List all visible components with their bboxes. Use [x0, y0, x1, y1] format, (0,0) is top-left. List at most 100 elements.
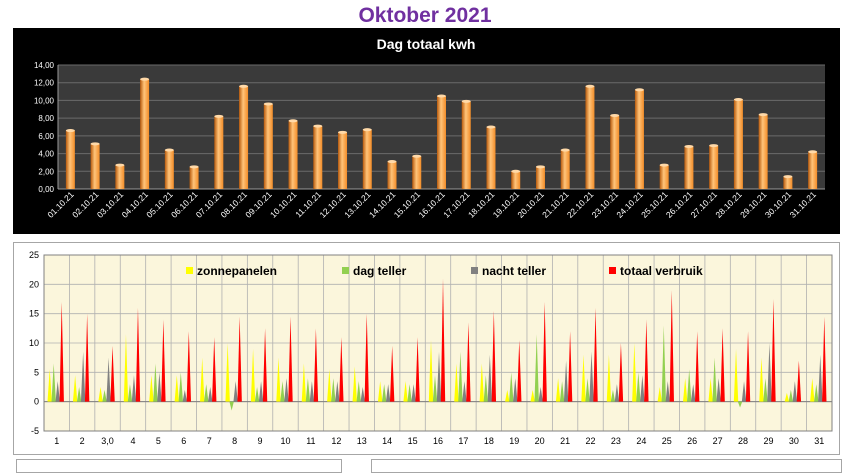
spike-dag-teller — [686, 369, 692, 402]
bar — [140, 79, 150, 189]
x-tick-label: 20 — [535, 436, 545, 446]
spike-zonnepanelen — [403, 381, 408, 402]
bar — [115, 165, 125, 189]
x-tick-label: 15 — [408, 436, 418, 446]
y-tick-label: 8,00 — [38, 114, 54, 123]
spike-totaal-verbruik — [262, 328, 268, 402]
bar — [362, 129, 372, 189]
bar-cap — [560, 148, 570, 152]
spike-zonnepanelen — [428, 340, 434, 402]
spike-zonnepanelen — [276, 357, 281, 402]
spike-totaal-verbruik — [440, 278, 446, 402]
x-tick-label: 28 — [738, 436, 748, 446]
bar — [239, 86, 249, 189]
spike-zonnepanelen — [606, 354, 612, 402]
x-tick-label: 10.10.21 — [268, 189, 299, 220]
spike-totaal-verbruik — [237, 316, 242, 402]
x-tick-label: 7 — [207, 436, 212, 446]
bar-cap — [288, 119, 298, 123]
legend-label: dag teller — [353, 264, 407, 278]
spike-totaal-verbruik — [212, 337, 217, 402]
bar — [610, 115, 620, 189]
spike-zonnepanelen — [301, 363, 307, 402]
spike-totaal-verbruik — [771, 299, 776, 402]
spike-nacht-teller — [690, 384, 696, 402]
spike-totaal-verbruik — [542, 301, 547, 402]
bar-cap — [808, 150, 818, 154]
spike-totaal-verbruik — [186, 331, 192, 402]
bar — [783, 176, 793, 189]
spike-dag-teller — [407, 384, 412, 402]
spike-totaal-verbruik — [491, 310, 497, 402]
bar-cap — [338, 130, 348, 134]
spike-zonnepanelen — [225, 343, 230, 402]
x-tick-label: 25 — [662, 436, 672, 446]
spike-zonnepanelen — [149, 375, 154, 402]
legend-swatch — [186, 267, 193, 274]
bar-cap — [634, 88, 644, 92]
spike-dag-teller — [178, 372, 184, 402]
spike-nacht-teller — [411, 384, 416, 402]
spike-nacht-teller — [284, 378, 289, 402]
bar — [263, 103, 273, 189]
spike-dag-teller — [76, 387, 82, 402]
spike-dag-teller — [381, 384, 387, 402]
y-tick-label: 6,00 — [38, 132, 54, 141]
spike-dag-teller — [127, 384, 133, 402]
spike-nacht-teller — [538, 387, 543, 402]
spike-totaal-verbruik — [466, 322, 471, 402]
spike-zonnepanelen — [72, 375, 78, 402]
x-tick-label: 4 — [130, 436, 135, 446]
spike-dag-teller — [737, 401, 743, 408]
spike-zonnepanelen — [555, 378, 561, 402]
spike-nacht-teller — [131, 375, 137, 402]
spike-nacht-teller — [589, 351, 594, 402]
spike-totaal-verbruik — [135, 307, 141, 402]
spike-dag-teller — [432, 375, 438, 402]
y-tick-label: 20 — [29, 279, 39, 289]
spike-zonnepanelen — [479, 363, 485, 402]
x-tick-label: 31.10.21 — [788, 189, 819, 220]
x-tick-label: 21 — [560, 436, 570, 446]
spike-dag-teller — [356, 381, 361, 402]
spike-zonnepanelen — [708, 378, 713, 402]
x-tick-label: 5 — [156, 436, 161, 446]
spike-nacht-teller — [157, 372, 162, 402]
spike-dag-teller — [610, 389, 616, 402]
spike-nacht-teller — [513, 378, 518, 402]
bar — [486, 127, 496, 189]
bar — [733, 99, 743, 189]
spike-totaal-verbruik — [745, 331, 751, 402]
legend-label: totaal verbruik — [620, 264, 703, 278]
bar — [288, 120, 298, 189]
spike-nacht-teller — [487, 354, 493, 402]
spike-totaal-verbruik — [84, 313, 90, 402]
bar — [387, 161, 397, 189]
spike-zonnepanelen — [200, 357, 205, 402]
legend-swatch — [342, 267, 349, 274]
daily-total-chart: Dag totaal kwh 0,00 2,00 4,00 6,00 8,00 10,00 1… — [13, 28, 840, 234]
bar — [684, 146, 694, 189]
bar — [560, 150, 570, 189]
x-tick-label: 29 — [763, 436, 773, 446]
spike-dag-teller — [153, 363, 158, 402]
next-chart-frame-left — [16, 459, 342, 473]
bar — [437, 96, 446, 189]
spike-totaal-verbruik — [720, 328, 725, 402]
spike-zonnepanelen — [632, 343, 637, 402]
bar-cap — [263, 102, 273, 106]
x-tick-label: 18 — [484, 436, 494, 446]
spike-dag-teller — [814, 384, 819, 402]
bar-cap — [461, 99, 471, 103]
spike-nacht-teller — [462, 381, 467, 402]
bar — [65, 130, 75, 189]
x-tick-label: 13 — [357, 436, 367, 446]
spike-dag-teller — [229, 401, 234, 411]
spike-nacht-teller — [436, 351, 442, 402]
x-tick-label: 2 — [80, 436, 85, 446]
spike-nacht-teller — [335, 381, 340, 402]
y-tick-label: 10 — [29, 338, 39, 348]
spike-totaal-verbruik — [288, 316, 293, 402]
spike-totaal-verbruik — [161, 319, 166, 402]
spike-zonnepanelen — [810, 378, 815, 402]
